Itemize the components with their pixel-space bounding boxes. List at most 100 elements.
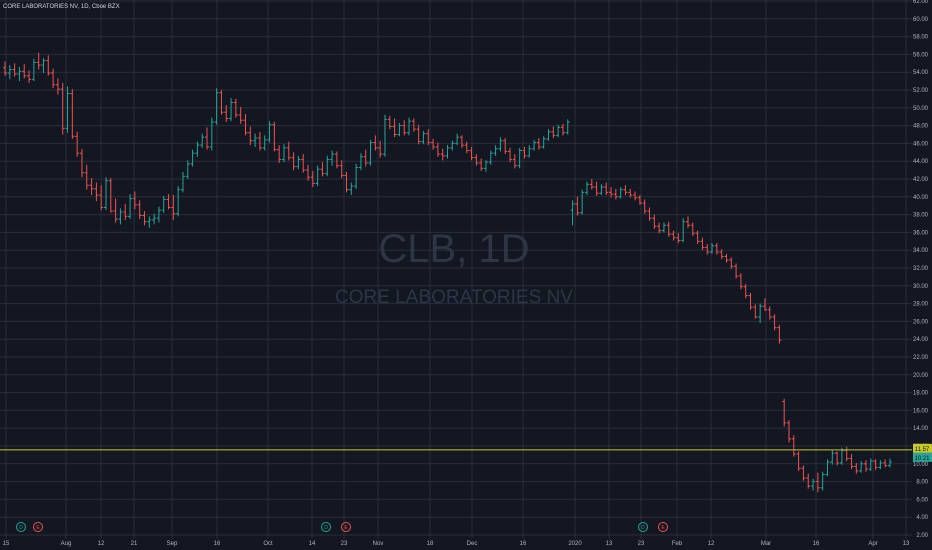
earnings-marker-label: E	[661, 525, 665, 531]
ohlc-bar	[176, 186, 181, 217]
ohlc-bar	[459, 135, 464, 148]
ohlc-bar	[820, 471, 825, 491]
ohlc-bar	[233, 98, 238, 118]
ohlc-bar	[94, 182, 99, 202]
price-tick-label: 14.00	[913, 426, 929, 432]
ohlc-bar	[257, 131, 262, 151]
ohlc-bar	[777, 324, 782, 344]
time-tick-label: 12	[708, 541, 715, 547]
ohlc-bar	[690, 222, 695, 236]
ohlc-bar	[272, 122, 277, 152]
ohlc-bar	[575, 196, 580, 216]
ohlc-bar	[695, 230, 700, 244]
price-tick-label: 26.00	[913, 319, 929, 325]
ohlc-bar	[132, 191, 137, 210]
earnings-marker[interactable]: E	[33, 522, 43, 532]
time-tick-label: Mar	[761, 541, 771, 547]
ohlc-bar	[387, 115, 392, 130]
ohlc-bar	[508, 147, 513, 163]
ohlc-bar	[402, 120, 407, 136]
ohlc-bar	[464, 141, 469, 154]
time-tick-label: Oct	[263, 541, 273, 547]
ohlc-bar	[296, 155, 301, 170]
ohlc-bar	[65, 86, 70, 133]
time-tick-label: 15	[3, 541, 10, 547]
ohlc-bar	[248, 126, 253, 146]
price-tick-label: 62.00	[913, 0, 929, 5]
ohlc-bar	[772, 314, 777, 331]
ohlc-bar	[767, 306, 772, 320]
time-tick-label: Feb	[672, 541, 683, 547]
ohlc-bar	[277, 145, 282, 163]
ohlc-bar	[445, 145, 450, 159]
time-tick-label: 13	[606, 541, 613, 547]
price-tick-label: 34.00	[913, 248, 929, 254]
time-tick-label: 23	[638, 541, 645, 547]
earnings-marker[interactable]: E	[341, 522, 351, 532]
price-tick-label: 56.00	[913, 52, 929, 58]
ohlc-bar	[373, 135, 378, 151]
ohlc-bar	[229, 98, 234, 122]
time-axis[interactable]: 15 Aug 12 21 Sep 16 Oct 14 23 Nov 18 Dec 16 2020 13 23 F…	[3, 541, 910, 547]
earnings-marker[interactable]: E	[658, 522, 668, 532]
ohlc-bar	[830, 449, 835, 465]
price-tick-label: 58.00	[913, 35, 929, 41]
dividend-marker[interactable]: D	[321, 522, 331, 532]
dividend-marker[interactable]: D	[16, 522, 26, 532]
ohlc-bar	[815, 472, 820, 493]
ohlc-bar	[782, 398, 787, 427]
time-tick-label: 16	[813, 541, 820, 547]
ohlc-bar	[128, 194, 133, 220]
ohlc-bar	[22, 64, 27, 79]
ohlc-bar	[719, 249, 724, 260]
price-tick-label: 22.00	[913, 355, 929, 361]
ohlc-bar	[431, 138, 436, 150]
ohlc-bar	[334, 151, 339, 169]
ohlc-bar	[190, 149, 195, 167]
ohlc-bar	[599, 184, 604, 196]
price-axis[interactable]: 62.00 60.00 58.00 56.00 54.00 52.00 50.00 48.00…	[913, 0, 932, 539]
ohlc-bar	[551, 126, 556, 139]
ohlc-bar	[835, 451, 840, 466]
price-tick-label: 52.00	[913, 88, 929, 94]
ohlc-bar	[705, 243, 710, 255]
time-tick-label: 12	[98, 541, 105, 547]
ohlc-bar	[825, 459, 830, 477]
earnings-marker-ring	[33, 522, 43, 532]
ohlc-bar	[397, 122, 402, 137]
ohlc-bar	[748, 292, 753, 310]
ohlc-bar	[801, 465, 806, 481]
ohlc-bar	[493, 145, 498, 156]
price-tick-label: 18.00	[913, 391, 929, 397]
ohlc-bar	[589, 179, 594, 190]
ohlc-bar	[628, 188, 633, 198]
ohlc-bar	[527, 145, 532, 158]
earnings-marker-ring	[658, 522, 668, 532]
ohlc-bar	[791, 435, 796, 457]
ohlc-bar	[811, 478, 816, 491]
price-tick-label: 60.00	[913, 17, 929, 23]
ohlc-bar	[685, 216, 690, 228]
ohlc-bar	[440, 148, 445, 161]
ohlc-bar	[546, 129, 551, 141]
ohlc-bar	[382, 114, 387, 157]
ohlc-bar	[411, 118, 416, 132]
time-tick-label: 21	[131, 541, 138, 547]
earnings-marker-label: E	[36, 525, 40, 531]
ohlc-bar	[358, 153, 363, 171]
price-tick-label: 50.00	[913, 106, 929, 112]
ohlc-bar	[498, 137, 503, 152]
ohlc-bar	[604, 182, 609, 196]
ohlc-bar	[46, 55, 51, 76]
ohlc-bar	[806, 473, 811, 489]
ohlc-bar	[185, 160, 190, 179]
ohlc-bar	[657, 222, 662, 234]
ohlc-bar	[123, 203, 128, 220]
ohlc-bar	[839, 447, 844, 465]
ohlc-bar	[786, 420, 791, 443]
ohlc-bar	[12, 63, 17, 77]
dividend-marker[interactable]: D	[638, 522, 648, 532]
price-tick-label: 4.00	[916, 515, 928, 521]
price-label-bg	[913, 452, 932, 462]
